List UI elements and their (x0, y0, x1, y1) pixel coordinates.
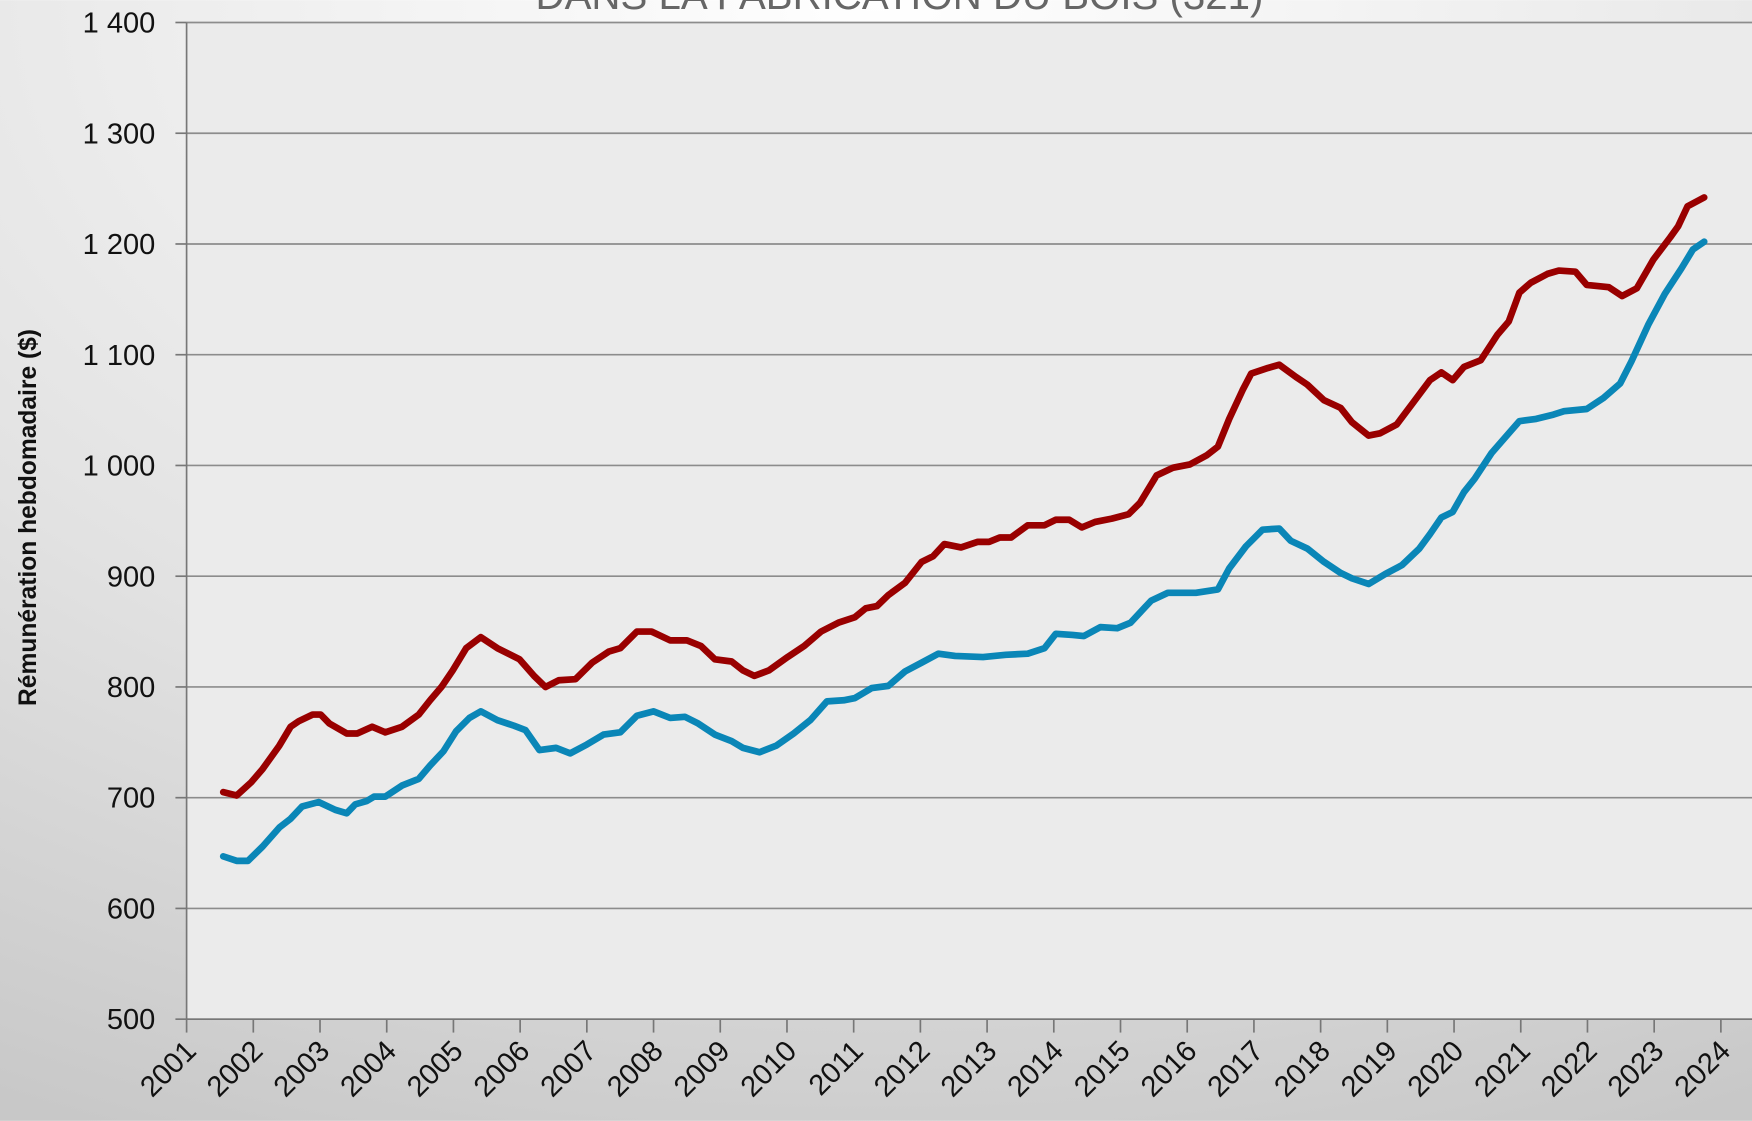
y-tick-label: 1 400 (83, 8, 156, 40)
y-tick-label: 1 000 (83, 451, 156, 483)
y-tick-label: 1 300 (83, 118, 156, 150)
y-tick-label: 600 (107, 893, 155, 925)
y-tick-label: 900 (107, 561, 155, 593)
y-axis-label: Rémunération hebdomadaire ($) (15, 329, 42, 706)
series-line (219, 238, 1708, 865)
y-tick-label: 1 100 (83, 340, 156, 372)
plot-area (186, 22, 1752, 1020)
series-line (219, 194, 1708, 799)
y-tick-label: 1 200 (83, 229, 156, 261)
chart-title: DANS LA FABRICATION DU BOIS (321) (536, 0, 1264, 18)
y-tick-label: 500 (107, 1004, 155, 1036)
y-tick-label: 700 (107, 783, 155, 815)
y-tick-label: 800 (107, 672, 155, 704)
